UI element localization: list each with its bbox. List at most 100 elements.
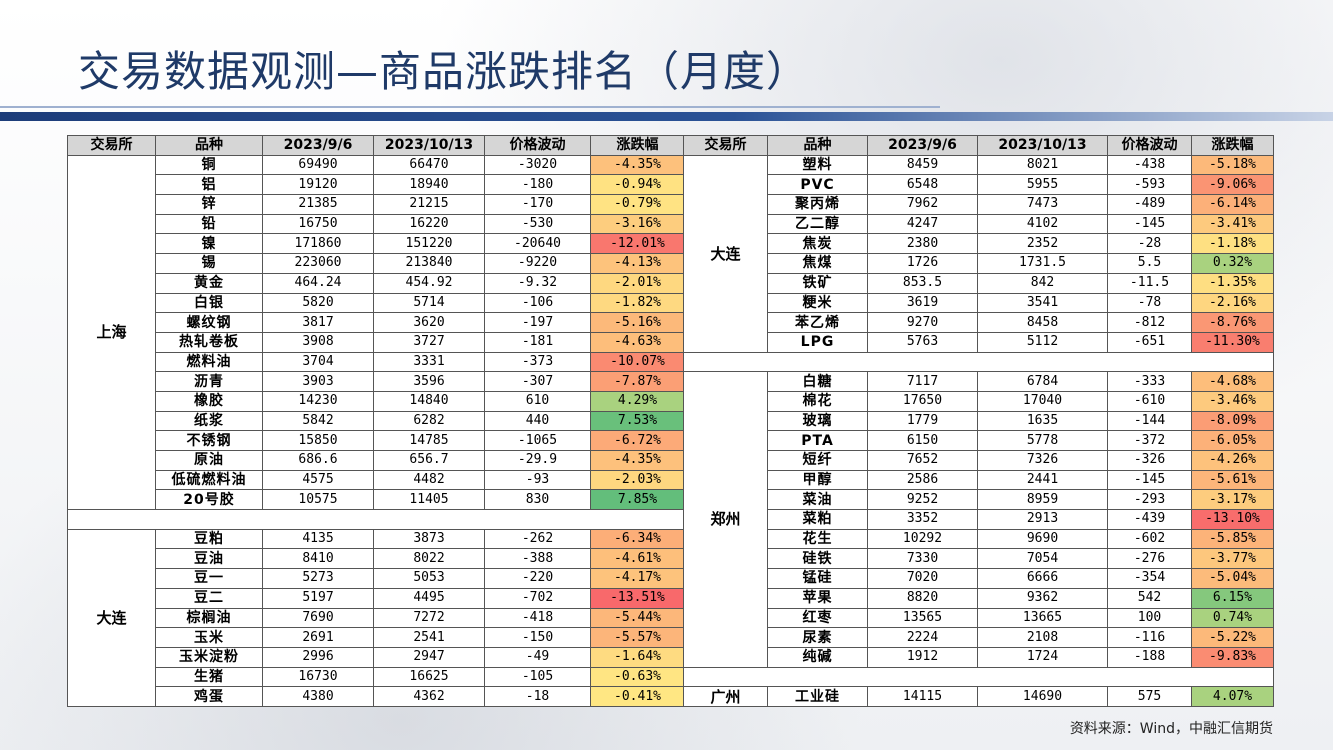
start-price-cell: 464.24	[262, 272, 374, 294]
pct-change-cell: -1.35%	[1191, 272, 1274, 294]
pct-change-cell: -5.16%	[590, 312, 685, 333]
start-price-cell: 7690	[262, 607, 374, 629]
price-change-cell: 575	[1107, 686, 1192, 707]
table-row: 铁矿 853.5 842 -11.5 -1.35%	[684, 272, 1274, 294]
pct-change-cell: -7.87%	[590, 371, 685, 392]
table-row: 锰硅 7020 6666 -354 -5.04%	[684, 568, 1274, 589]
start-price-cell: 14230	[262, 390, 374, 412]
product-cell: 20号胶	[155, 489, 263, 511]
end-price-cell: 8022	[373, 548, 485, 570]
end-price-cell: 5053	[373, 568, 485, 589]
table-header-row: 交易所 品种 2023/9/6 2023/10/13 价格波动 涨跌幅	[683, 135, 1274, 156]
product-cell: 沥青	[155, 371, 263, 392]
start-price-cell: 2586	[867, 469, 978, 491]
start-price-cell: 9252	[867, 489, 978, 511]
product-cell: 焦炭	[767, 233, 868, 255]
table-row: 短纤 7652 7326 -326 -4.26%	[684, 450, 1274, 471]
product-cell: 粳米	[767, 292, 868, 314]
price-change-cell: -197	[484, 312, 591, 333]
price-change-cell: 100	[1107, 607, 1192, 629]
pct-change-cell: -0.94%	[590, 174, 685, 196]
start-price-cell: 5273	[262, 568, 374, 589]
product-cell: 黄金	[155, 272, 263, 294]
start-price-cell: 69490	[262, 154, 374, 176]
start-price-cell: 5842	[262, 410, 374, 432]
product-cell: 豆粕	[155, 528, 263, 550]
end-price-cell: 4362	[373, 686, 485, 707]
table-row: 乙二醇 4247 4102 -145 -3.41%	[684, 213, 1274, 235]
product-cell: PTA	[767, 430, 868, 451]
product-cell: 短纤	[767, 450, 868, 471]
table-row: PVC 6548 5955 -593 -9.06%	[684, 174, 1274, 196]
pct-change-cell: -11.30%	[1191, 331, 1274, 353]
product-cell: 锡	[155, 253, 263, 274]
table-row: 黄金 464.24 454.92 -9.32 -2.01%	[68, 272, 685, 294]
price-change-cell: -439	[1107, 509, 1192, 530]
product-cell: 铁矿	[767, 272, 868, 294]
table-row: 苯乙烯 9270 8458 -812 -8.76%	[684, 312, 1274, 333]
exchange-cell: 大连	[67, 528, 156, 707]
product-cell: 鸡蛋	[155, 686, 263, 707]
pct-change-cell: 0.74%	[1191, 607, 1274, 629]
start-price-cell: 2380	[867, 233, 978, 255]
pct-change-cell: -3.46%	[1191, 390, 1274, 412]
page-title: 交易数据观测—商品涨跌排名（月度）	[78, 47, 810, 96]
start-price-cell: 853.5	[867, 272, 978, 294]
start-price-cell: 7117	[867, 371, 978, 392]
price-change-cell: -438	[1107, 154, 1192, 176]
price-change-cell: -262	[484, 528, 591, 550]
start-price-cell: 5763	[867, 331, 978, 353]
product-cell: 玉米	[155, 627, 263, 648]
start-price-cell: 4575	[262, 469, 374, 491]
pct-change-cell: -4.35%	[590, 450, 685, 471]
product-cell: 白银	[155, 292, 263, 314]
end-price-cell: 14840	[373, 390, 485, 412]
end-price-cell: 3541	[977, 292, 1108, 314]
pct-change-cell: -4.35%	[590, 154, 685, 176]
start-price-cell: 6150	[867, 430, 978, 451]
start-price-cell: 1779	[867, 410, 978, 432]
price-change-cell: -9.32	[484, 272, 591, 294]
pct-change-cell: -5.57%	[590, 627, 685, 648]
table-row: 粳米 3619 3541 -78 -2.16%	[684, 292, 1274, 314]
table-row: 焦炭 2380 2352 -28 -1.18%	[684, 233, 1274, 255]
end-price-cell: 9362	[977, 587, 1108, 609]
header-date-start: 2023/9/6	[262, 135, 374, 156]
table-row: 燃料油 3704 3331 -373 -10.07%	[68, 351, 685, 373]
product-cell: 不锈钢	[155, 430, 263, 451]
start-price-cell: 9270	[867, 312, 978, 333]
end-price-cell: 2352	[977, 233, 1108, 255]
start-price-cell: 8820	[867, 587, 978, 609]
price-change-cell: -78	[1107, 292, 1192, 314]
pct-change-cell: -6.05%	[1191, 430, 1274, 451]
start-price-cell: 16750	[262, 213, 374, 235]
product-cell: 棕榈油	[155, 607, 263, 629]
end-price-cell: 4482	[373, 469, 485, 491]
product-cell: 塑料	[767, 154, 868, 176]
table-row: 郑州 白糖 7117 6784 -333 -4.68%	[683, 371, 1274, 668]
end-price-cell: 5778	[977, 430, 1108, 451]
end-price-cell: 1724	[977, 646, 1108, 668]
separator-row	[67, 509, 685, 530]
table-row: 菜粕 3352 2913 -439 -13.10%	[684, 509, 1274, 530]
product-cell: 豆一	[155, 568, 263, 589]
price-change-cell: -170	[484, 194, 591, 215]
table-row: PTA 6150 5778 -372 -6.05%	[684, 430, 1274, 451]
price-change-cell: 5.5	[1107, 253, 1192, 274]
end-price-cell: 2108	[977, 627, 1108, 648]
end-price-cell: 7054	[977, 548, 1108, 570]
end-price-cell: 5112	[977, 331, 1108, 353]
end-price-cell: 13665	[977, 607, 1108, 629]
end-price-cell: 8021	[977, 154, 1108, 176]
price-change-cell: -18	[484, 686, 591, 707]
table-row: 锌 21385 21215 -170 -0.79%	[68, 194, 685, 215]
price-change-cell: 440	[484, 410, 591, 432]
separator-cell	[683, 351, 1274, 373]
end-price-cell: 4495	[373, 587, 485, 609]
price-change-cell: -3020	[484, 154, 591, 176]
pct-change-cell: -3.16%	[590, 213, 685, 235]
price-change-cell: -145	[1107, 213, 1192, 235]
price-change-cell: -181	[484, 331, 591, 353]
start-price-cell: 3352	[867, 509, 978, 530]
price-change-cell: -28	[1107, 233, 1192, 255]
